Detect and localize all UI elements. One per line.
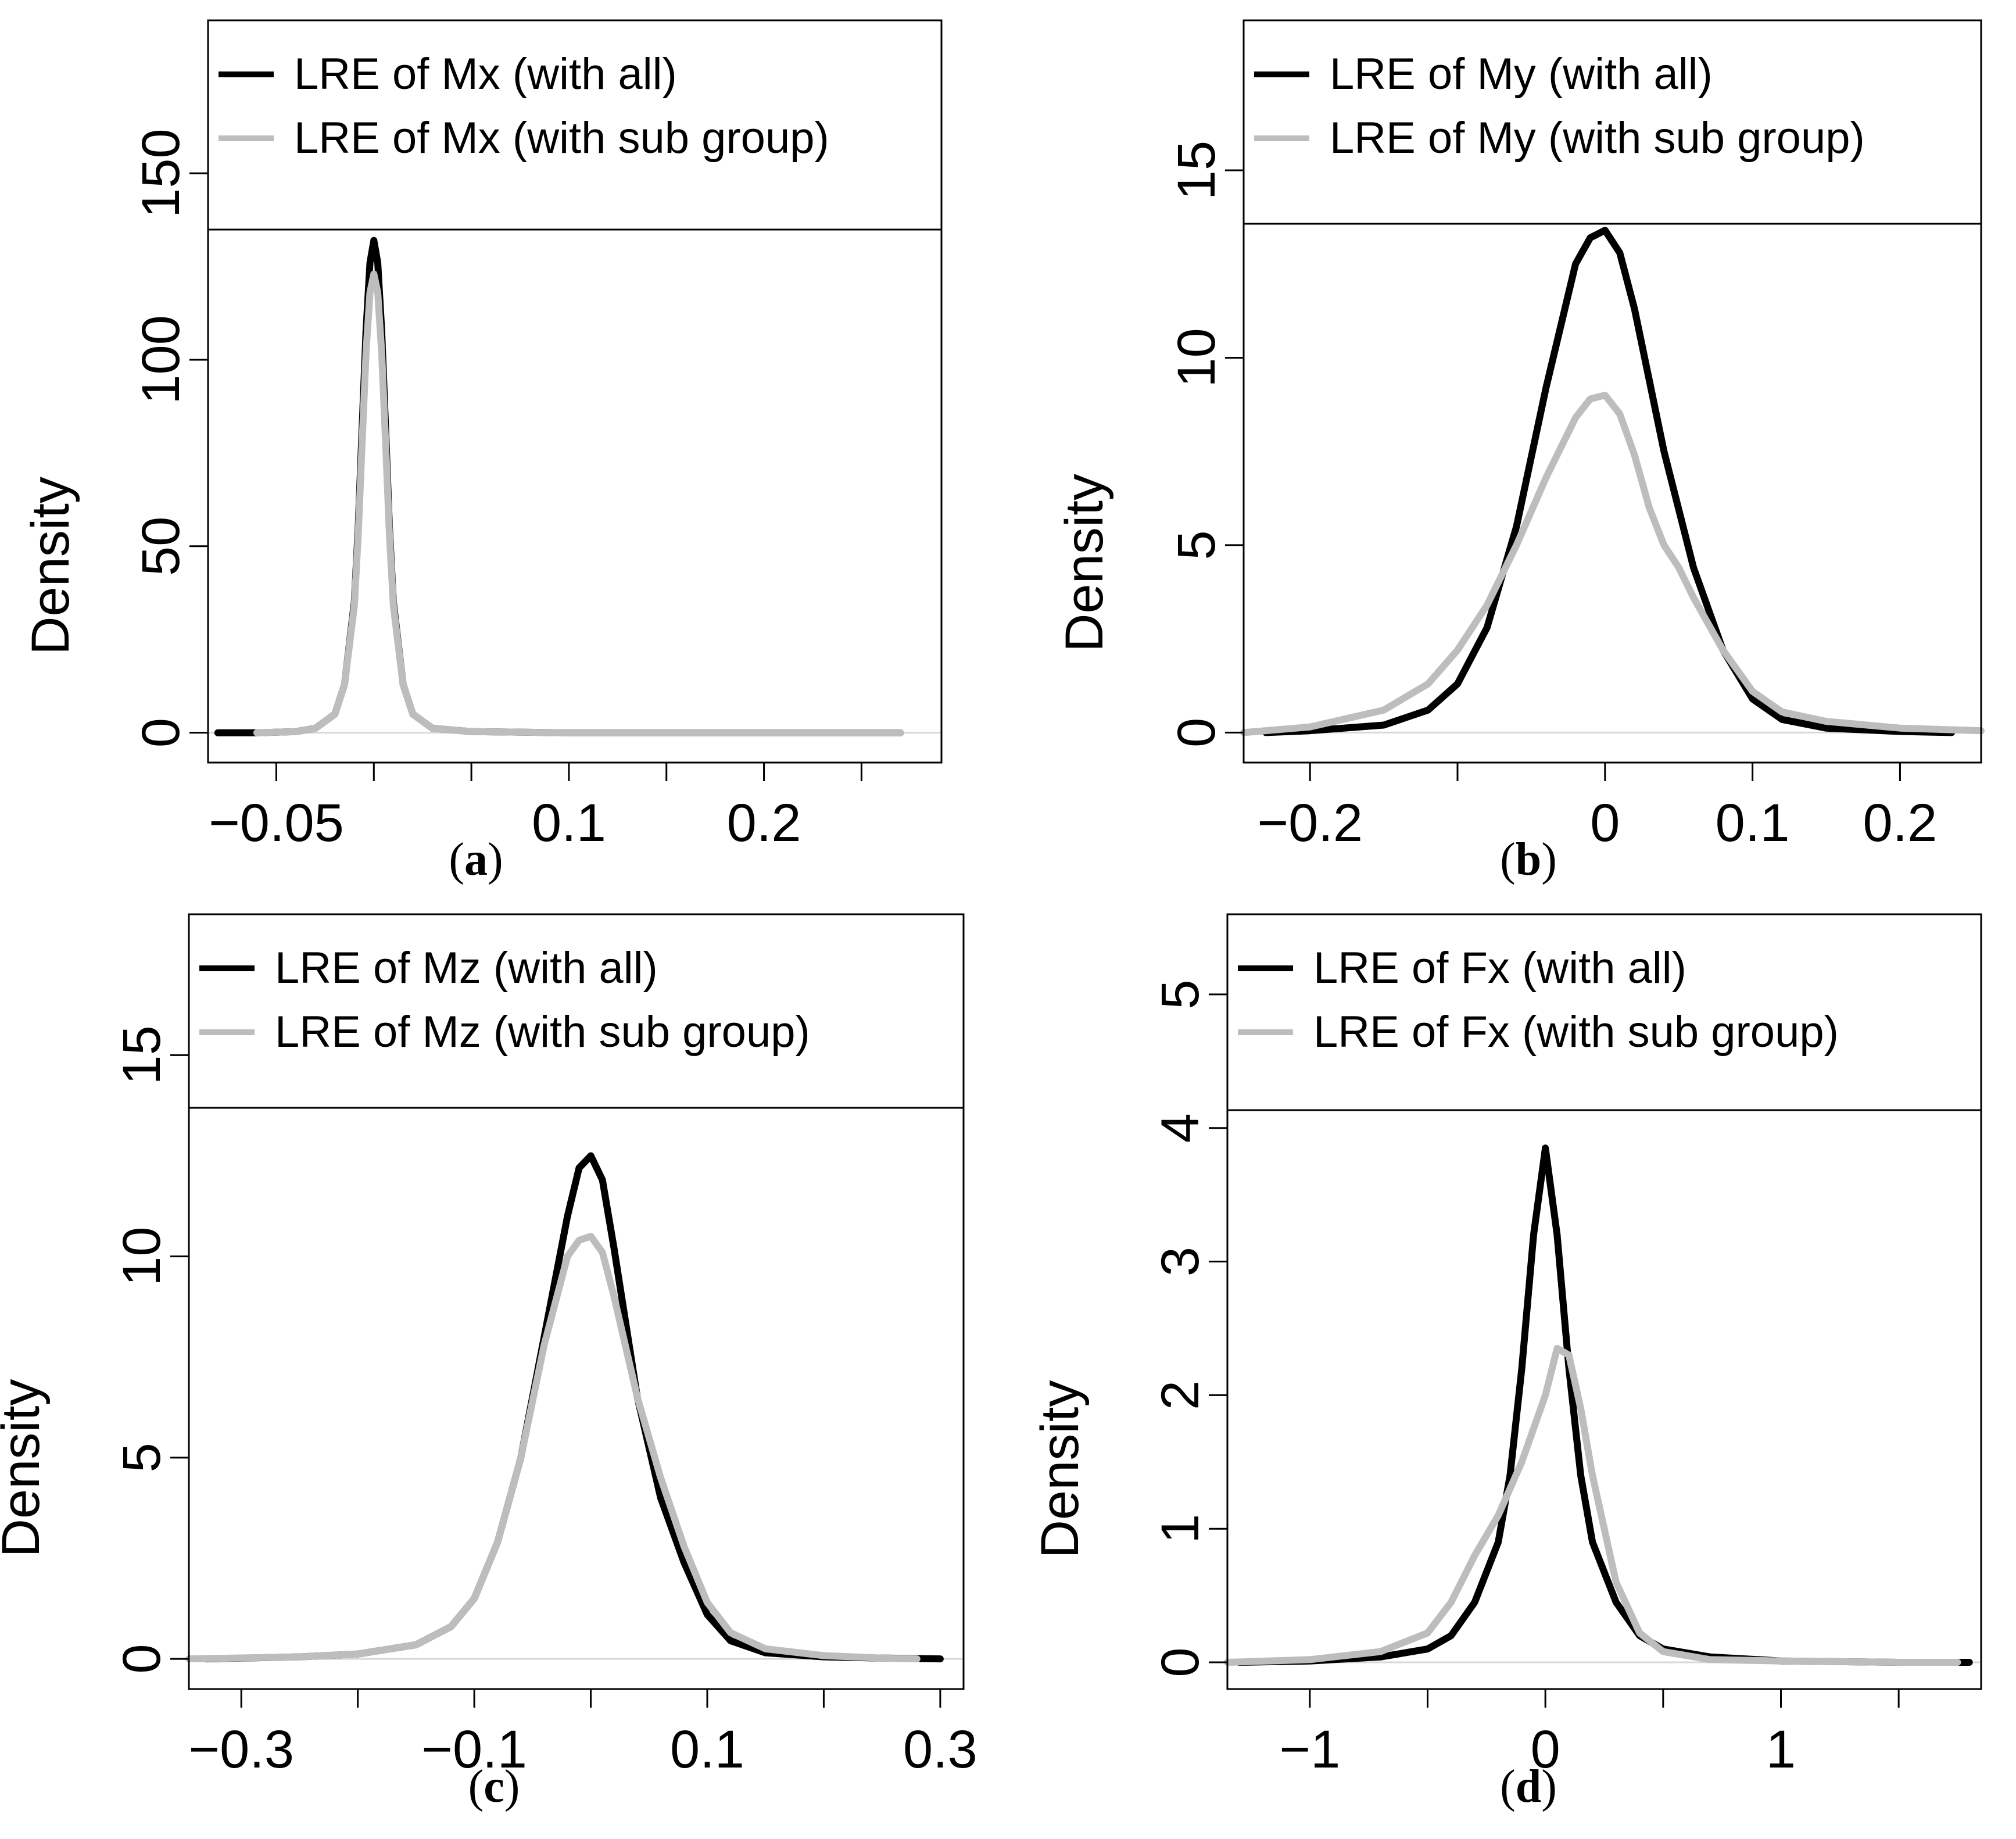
y-tick-label: 4 — [1151, 1113, 1210, 1143]
legend-label: LRE of Mx (with all) — [294, 49, 677, 99]
y-tick-label: 5 — [1151, 979, 1210, 1009]
y-tick-label: 10 — [1167, 328, 1226, 387]
x-tick-label: 0.1 — [532, 793, 606, 853]
legend-label: LRE of Mz (with sub group) — [275, 1007, 810, 1057]
legend-label: LRE of My (with sub group) — [1330, 113, 1865, 163]
panel-caption: (c) — [468, 1761, 520, 1812]
y-axis-label: Density — [1030, 1380, 1090, 1559]
series-line-subgroup — [1240, 391, 1985, 736]
x-tick-label: 0.2 — [1863, 793, 1937, 853]
caption-letter: a — [464, 834, 488, 885]
legend-box — [1244, 20, 1981, 224]
x-tick-label: 0.3 — [903, 1720, 977, 1779]
x-tick-label: 0 — [1531, 1720, 1560, 1779]
chart-panel-b: LRE of My (with all) LRE of My (with sub … — [1055, 19, 1985, 885]
caption-close: ) — [488, 834, 503, 885]
plot-frame — [1226, 913, 1982, 1690]
panel-caption: (a) — [449, 834, 503, 885]
legend-label: LRE of Fx (with all) — [1313, 943, 1686, 993]
plot-frame — [207, 19, 943, 764]
caption-close: ) — [1541, 834, 1557, 885]
x-tick-label: −0.2 — [1257, 793, 1363, 853]
y-tick-label: 15 — [1167, 141, 1226, 200]
y-tick-label: 5 — [1167, 530, 1226, 560]
x-tick-label: −0.1 — [421, 1720, 527, 1779]
y-tick-label: 0 — [112, 1644, 171, 1673]
series-line-all — [214, 237, 904, 736]
caption-open: ( — [1500, 834, 1516, 885]
y-tick-label: 10 — [112, 1226, 171, 1286]
caption-letter: d — [1516, 1761, 1542, 1812]
series-line-subgroup — [1224, 1344, 1961, 1666]
legend-label: LRE of My (with all) — [1330, 49, 1713, 99]
x-tick-label: 0.1 — [670, 1720, 744, 1779]
x-tick-label: 0 — [1590, 793, 1620, 853]
caption-letter: c — [484, 1761, 504, 1812]
y-axis-label: Density — [1055, 474, 1114, 652]
chart-panel-a: LRE of Mx (with all) LRE of Mx (with sub … — [21, 19, 943, 885]
y-tick-label: 100 — [131, 315, 191, 405]
y-tick-label: 1 — [1151, 1514, 1210, 1544]
panel-caption: (d) — [1500, 1761, 1557, 1812]
x-tick-label: 1 — [1766, 1720, 1796, 1779]
chart-panel-d: LRE of Fx (with all) LRE of Fx (with sub … — [1030, 913, 1982, 1812]
legend-label: LRE of Mx (with sub group) — [294, 113, 829, 163]
legend-box — [208, 20, 941, 230]
y-tick-label: 15 — [112, 1025, 171, 1085]
y-tick-label: 0 — [1167, 718, 1226, 747]
x-tick-label: 0.1 — [1716, 793, 1790, 853]
y-tick-label: 0 — [1151, 1647, 1210, 1677]
caption-letter: b — [1516, 834, 1542, 885]
chart-panel-c: LRE of Mz (with all) LRE of Mz (with sub … — [0, 913, 977, 1812]
y-tick-label: 5 — [112, 1443, 171, 1472]
x-tick-label: 0.2 — [727, 793, 801, 853]
legend-box — [189, 914, 964, 1108]
x-tick-label: −1 — [1279, 1720, 1340, 1779]
legend-label: LRE of Fx (with sub group) — [1313, 1007, 1839, 1057]
caption-close: ) — [1541, 1761, 1557, 1812]
legend-box — [1227, 914, 1981, 1110]
plot-frame — [188, 913, 965, 1690]
series-line-all — [203, 1152, 944, 1663]
plot-frame — [1242, 19, 1982, 764]
y-tick-label: 0 — [131, 718, 191, 747]
x-tick-label: −0.3 — [188, 1720, 294, 1779]
series-line-subgroup — [185, 1233, 921, 1663]
y-tick-label: 50 — [131, 517, 191, 576]
y-axis-label: Density — [0, 1379, 51, 1558]
caption-close: ) — [504, 1761, 520, 1812]
y-tick-label: 2 — [1151, 1380, 1210, 1410]
panel-caption: (b) — [1500, 834, 1557, 885]
y-tick-label: 3 — [1151, 1247, 1210, 1276]
caption-open: ( — [449, 834, 464, 885]
caption-open: ( — [1500, 1761, 1516, 1812]
x-tick-label: −0.05 — [209, 793, 344, 853]
legend-label: LRE of Mz (with all) — [275, 943, 658, 993]
y-axis-label: Density — [21, 477, 80, 655]
series-line-all — [1236, 1144, 1973, 1666]
series-line-all — [1262, 227, 1956, 736]
series-line-subgroup — [253, 270, 904, 736]
y-tick-label: 150 — [131, 128, 191, 218]
caption-open: ( — [468, 1761, 484, 1812]
